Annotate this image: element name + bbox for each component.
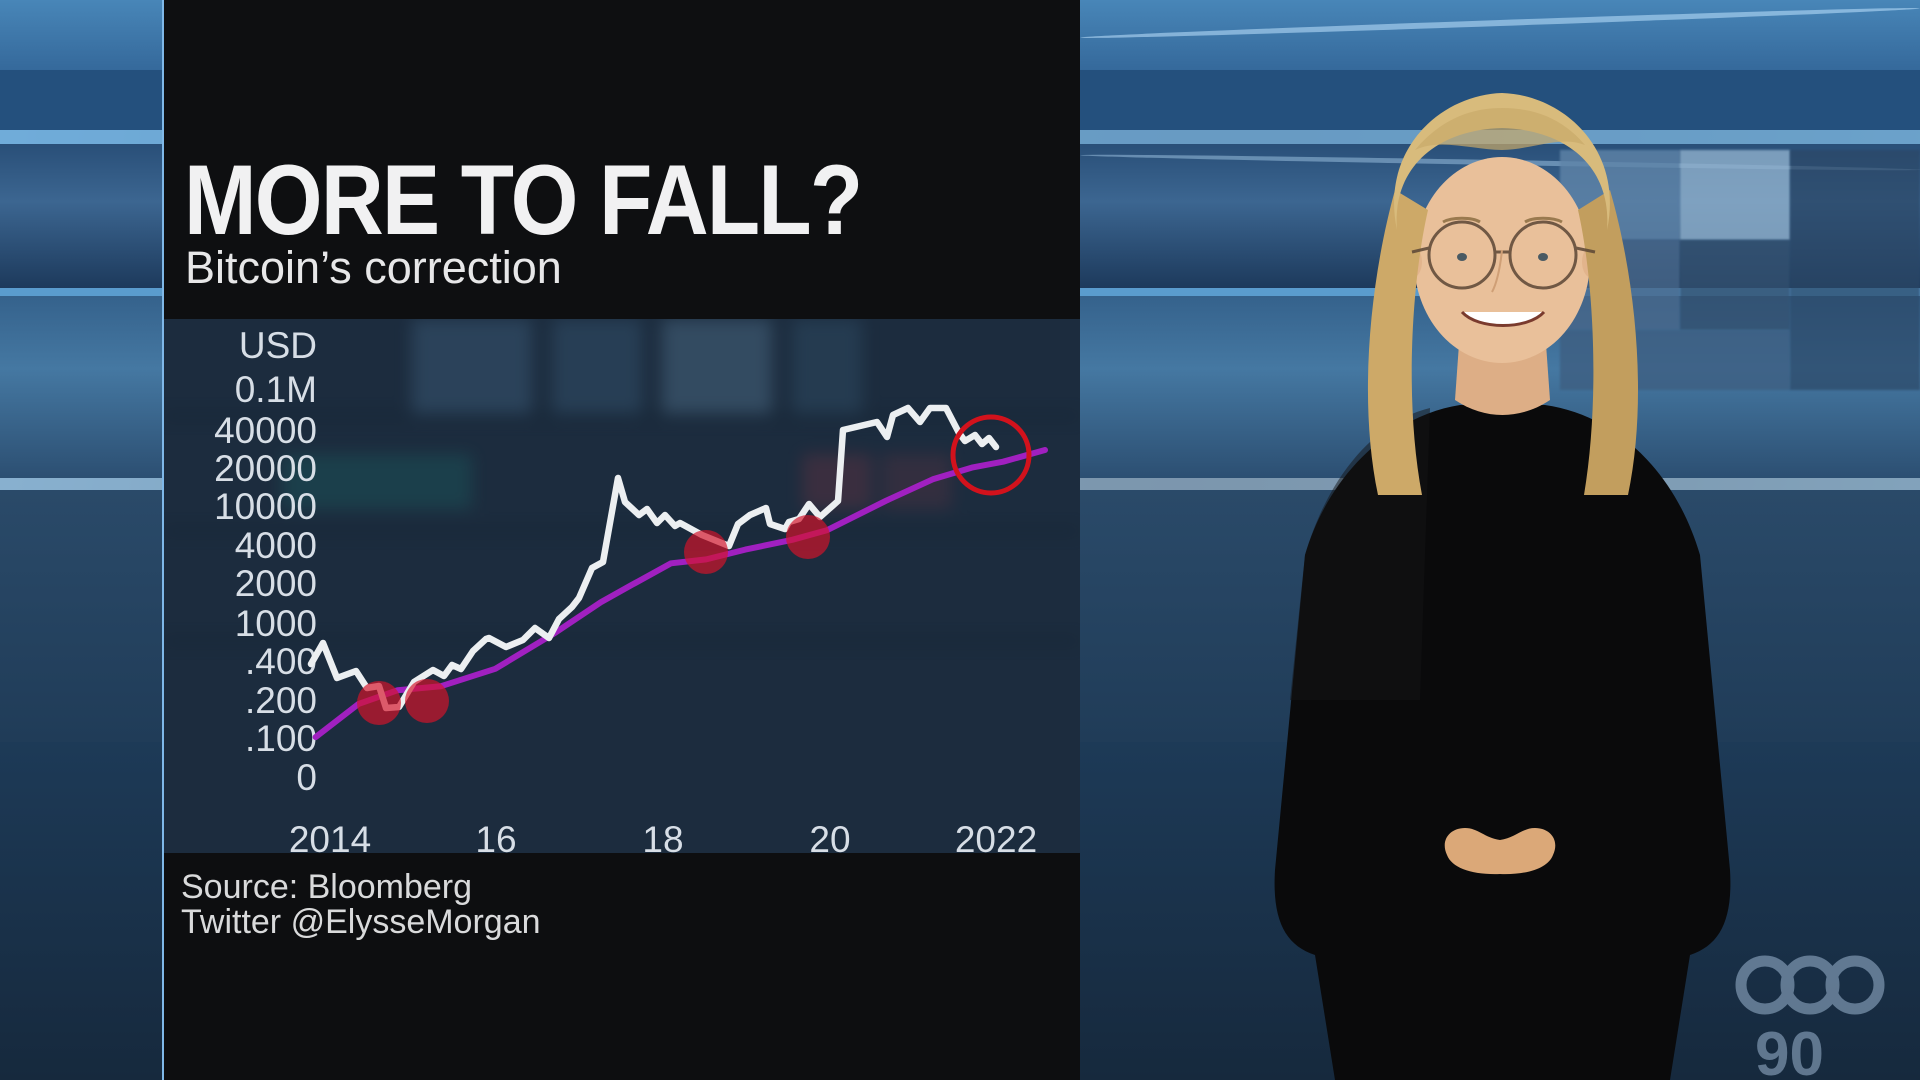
svg-text:0.1M: 0.1M bbox=[235, 369, 317, 410]
svg-text:20000: 20000 bbox=[214, 448, 317, 489]
svg-text:18: 18 bbox=[642, 819, 683, 853]
svg-text:20: 20 bbox=[809, 819, 850, 853]
svg-text:0: 0 bbox=[296, 757, 317, 798]
svg-text:2014: 2014 bbox=[289, 819, 371, 853]
svg-text:16: 16 bbox=[475, 819, 516, 853]
svg-text:USD: USD bbox=[239, 325, 317, 366]
svg-text:10000: 10000 bbox=[214, 486, 317, 527]
svg-text:.100: .100 bbox=[245, 718, 317, 759]
svg-text:1000: 1000 bbox=[235, 603, 317, 644]
svg-text:90: 90 bbox=[1755, 1020, 1824, 1080]
svg-text:2022: 2022 bbox=[955, 819, 1037, 853]
svg-text:.400: .400 bbox=[245, 641, 317, 682]
svg-text:40000: 40000 bbox=[214, 410, 317, 451]
svg-text:.200: .200 bbox=[245, 680, 317, 721]
svg-text:2000: 2000 bbox=[235, 563, 317, 604]
svg-text:4000: 4000 bbox=[235, 525, 317, 566]
